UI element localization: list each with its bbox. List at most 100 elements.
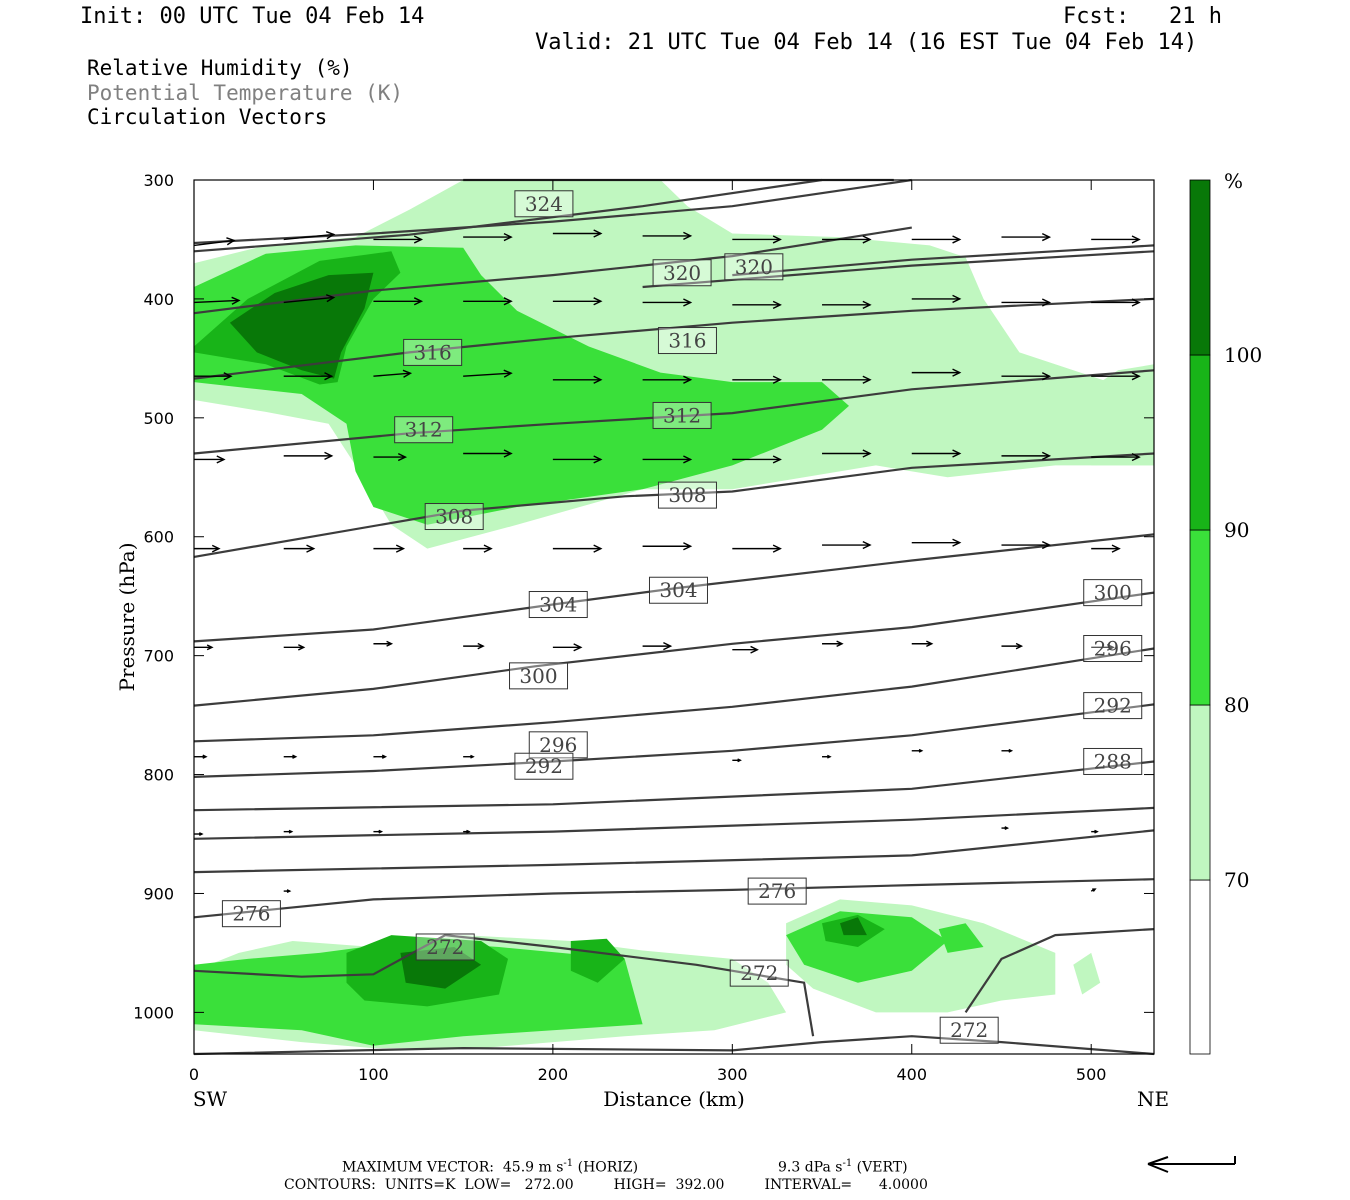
- theta-label-300: 300: [509, 662, 569, 690]
- vector-arrow-77: [463, 829, 471, 834]
- y-axis-label: Pressure (hPa): [115, 543, 139, 692]
- vector-arrow-69: [463, 754, 475, 759]
- rh-region-80-10: [938, 923, 984, 953]
- vector-arrow-44: [194, 544, 221, 553]
- theta-label-316: 316: [657, 327, 717, 355]
- rh-region-70-1: [1091, 364, 1154, 466]
- theta-label-320: 320: [724, 253, 784, 281]
- vector-arrow-6: [732, 235, 782, 244]
- theta-line-288-13: [193, 760, 1155, 812]
- reference-vector-icon: [1147, 1156, 1236, 1173]
- vector-arrow-63: [911, 640, 934, 647]
- vector-arrow-60: [642, 642, 673, 651]
- vector-arrow-47: [463, 544, 493, 553]
- theta-line-272-18: [964, 928, 1155, 1014]
- vector-arrow-43: [1091, 452, 1141, 462]
- colorbar-segment-3: [1189, 354, 1211, 531]
- theta-label-text: 272: [950, 1018, 988, 1042]
- theta-line-272-17: [193, 933, 815, 1037]
- theta-label-text: 320: [663, 261, 701, 285]
- field-rh-label: Relative Humidity (%): [87, 56, 353, 80]
- theta-label-292: 292: [514, 752, 574, 780]
- y-tick-label: 400: [143, 290, 174, 309]
- theta-label-text: 324: [525, 192, 563, 216]
- theta-line-316-4: [193, 226, 912, 315]
- theta-label-308: 308: [657, 481, 717, 509]
- theta-label-text: 312: [405, 418, 443, 442]
- vector-arrow-1: [283, 231, 336, 241]
- vector-arrow-67: [283, 754, 298, 759]
- theta-line-296-11: [193, 647, 1155, 743]
- y-tick-label: 300: [143, 171, 174, 190]
- theta-label-276: 276: [747, 877, 807, 905]
- vector-arrow-49: [642, 542, 693, 551]
- theta-label-308: 308: [424, 503, 484, 531]
- vector-arrow-64: [1001, 642, 1024, 650]
- y-tick-label: 600: [143, 528, 174, 547]
- theta-label-320: 320: [652, 259, 712, 287]
- vector-arrow-53: [1001, 540, 1052, 550]
- vector-arrow-80: [283, 889, 292, 894]
- vector-arrow-7: [822, 235, 872, 244]
- vector-arrow-72: [911, 748, 924, 753]
- vector-arrow-33: [194, 455, 226, 464]
- theta-labels: 324 320 320 316 316 312 312 308 308 304 304 300 300 2…: [221, 190, 1143, 1044]
- colorbar-label: 70: [1224, 868, 1249, 892]
- theta-label-text: 308: [668, 483, 706, 507]
- vector-arrow-31: [1001, 372, 1052, 381]
- contours-note: CONTOURS: UNITS=K LOW= 272.00 HIGH= 392.…: [284, 1177, 928, 1193]
- x-tick-label: 100: [358, 1065, 389, 1084]
- y-tick-label: 700: [143, 647, 174, 666]
- theta-label-312: 312: [394, 416, 454, 444]
- vector-arrow-56: [283, 644, 306, 651]
- theta-label-text: 296: [1094, 637, 1132, 661]
- theta-label-text: 272: [426, 935, 464, 959]
- vector-arrow-39: [732, 455, 782, 464]
- theta-line-312-7: [193, 369, 1155, 455]
- vector-arrow-52: [911, 538, 962, 547]
- vector-arrow-55: [194, 644, 214, 651]
- vector-arrow-48: [552, 544, 603, 553]
- theta-line-272-19: [193, 1035, 1155, 1056]
- colorbar-segment-0: [1189, 879, 1211, 1055]
- vector-arrow-71: [822, 754, 832, 759]
- theta-line-304-9: [193, 533, 1155, 643]
- vector-arrow-66: [194, 754, 208, 759]
- vector-arrow-41: [911, 449, 962, 458]
- colorbar-label: 100: [1224, 343, 1262, 367]
- theta-label-text: 304: [539, 593, 577, 617]
- y-tick-label: 500: [143, 409, 174, 428]
- vector-arrow-79: [1091, 829, 1099, 834]
- x-tick-label: 400: [896, 1065, 927, 1084]
- theta-label-324: 324: [514, 190, 574, 218]
- vector-arrow-9: [1001, 232, 1052, 242]
- vector-arrow-35: [373, 452, 408, 462]
- theta-line-300-10: [193, 591, 1155, 707]
- theta-label-text: 304: [659, 578, 697, 602]
- rh-region-100-4: [229, 272, 374, 379]
- init-time: Init: 00 UTC Tue 04 Feb 14: [80, 4, 425, 29]
- rh-region-100-14: [400, 947, 482, 989]
- vector-arrow-23: [283, 372, 334, 381]
- theta-label-text: 292: [1094, 694, 1132, 718]
- colorbar-segment-2: [1189, 529, 1211, 706]
- forecast-hour: Fcst: 21 h: [1063, 4, 1222, 29]
- theta-label-272: 272: [415, 933, 475, 961]
- vector-arrow-10: [1091, 235, 1141, 244]
- vector-arrow-21: [1091, 298, 1141, 307]
- colorbar-segment-1: [1189, 704, 1211, 881]
- theta-label-text: 276: [232, 902, 270, 926]
- vector-arrow-74: [194, 832, 204, 836]
- vector-arrow-61: [732, 645, 759, 654]
- vector-arrow-68: [373, 754, 388, 759]
- theta-label-312: 312: [652, 401, 712, 429]
- theta-label-text: 272: [740, 961, 778, 985]
- valid-time: Valid: 21 UTC Tue 04 Feb 14 (16 EST Tue …: [535, 30, 1198, 55]
- vector-arrow-78: [1001, 826, 1010, 831]
- theta-label-text: 320: [735, 255, 773, 279]
- max-vector-note: MAXIMUM VECTOR: 45.9 m s-1 (HORIZ): [342, 1158, 639, 1176]
- vector-arrow-46: [373, 544, 406, 553]
- x-tick-label: 300: [717, 1065, 748, 1084]
- theta-label-text: 288: [1094, 749, 1132, 773]
- vector-arrow-18: [822, 300, 872, 309]
